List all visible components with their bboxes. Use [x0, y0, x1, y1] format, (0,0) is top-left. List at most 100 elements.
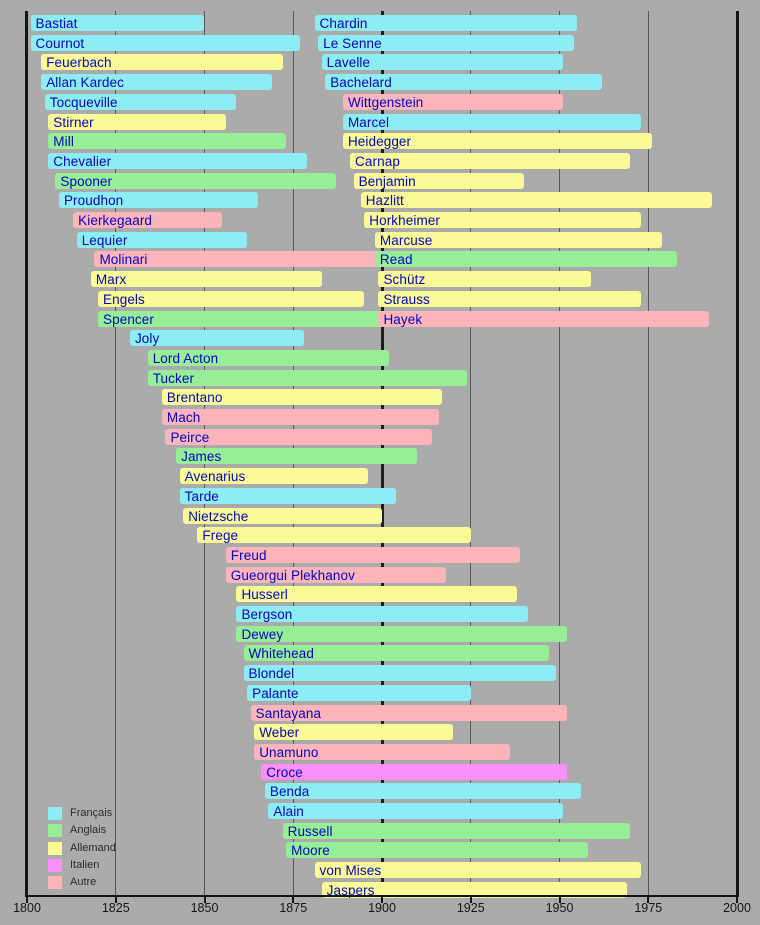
bar-label-hayek: Hayek — [383, 311, 423, 327]
bar-label-wittgenstein: Wittgenstein — [347, 94, 424, 110]
timeline-bar-nietzsche: Nietzsche — [183, 507, 382, 524]
axis-tick-1825 — [114, 896, 117, 903]
timeline-bar-james: James — [176, 448, 418, 465]
timeline-bar-alain: Alain — [268, 803, 564, 819]
bar-label-whitehead: Whitehead — [248, 646, 314, 662]
timeline-bar-chevalier: Chevalier — [48, 152, 308, 169]
timeline-bar-benjamin: Benjamin — [353, 172, 524, 189]
bar-label-chevalier: Chevalier — [53, 153, 112, 169]
axis-tick-1950 — [558, 896, 561, 903]
bar-label-chardin: Chardin — [319, 16, 368, 31]
timeline-bar-allan-kardec: Allan Kardec — [41, 74, 272, 91]
bar-label-marcel: Marcel — [347, 114, 390, 130]
bar-label-von-mises: von Mises — [319, 863, 382, 879]
bar-label-husserl: Husserl — [241, 587, 288, 603]
timeline-bar-marcuse: Marcuse — [374, 231, 663, 248]
bar-label-bergson: Bergson — [241, 607, 293, 622]
bar-label-moore: Moore — [291, 843, 330, 859]
legend-swatch-fran-ais — [48, 807, 62, 820]
bar-label-croce: Croce — [266, 764, 303, 780]
bar-label-tocqueville: Tocqueville — [49, 94, 118, 110]
timeline-bar-lequier: Lequier — [76, 231, 248, 248]
timeline-bar-carnap: Carnap — [350, 152, 631, 169]
bar-label-stirner: Stirner — [53, 114, 94, 130]
timeline-bar-marcel: Marcel — [342, 113, 642, 130]
legend-swatch-allemand — [48, 841, 62, 855]
timeline-bar-proudhon: Proudhon — [58, 192, 258, 209]
timeline-bar-heidegger: Heidegger — [342, 133, 652, 150]
timeline-bar-lord-acton: Lord Acton — [147, 349, 390, 366]
timeline-bar-joly: Joly — [129, 330, 304, 347]
axis-tick-2000 — [736, 896, 738, 903]
timeline-bar-weber: Weber — [254, 724, 453, 741]
bar-label-frege: Frege — [202, 528, 239, 544]
legend-swatch-anglais — [48, 824, 62, 838]
bar-label-heidegger: Heidegger — [347, 134, 412, 150]
timeline-bar-dewey: Dewey — [236, 625, 567, 642]
bar-label-spencer: Spencer — [103, 311, 154, 327]
bar-label-nietzsche: Nietzsche — [188, 508, 249, 524]
bar-label-weber: Weber — [259, 725, 300, 741]
bar-label-santayana: Santayana — [255, 705, 322, 721]
frame-left — [25, 11, 28, 895]
timeline-bar-croce: Croce — [261, 763, 567, 780]
axis-tick-1925 — [469, 896, 472, 903]
legend-label-fran-ais: Français — [70, 807, 113, 819]
bar-label-horkheimer: Horkheimer — [369, 213, 441, 228]
timeline-bar-bastiat: Bastiat — [30, 15, 205, 31]
timeline-bar-palante: Palante — [247, 684, 471, 701]
legend-swatch-autre — [48, 876, 62, 890]
timeline-bar-avenarius: Avenarius — [179, 468, 368, 485]
bar-label-lavelle: Lavelle — [326, 55, 371, 71]
bar-label-peirce: Peirce — [170, 429, 210, 445]
bar-label-avenarius: Avenarius — [184, 469, 246, 485]
bar-label-bachelard: Bachelard — [330, 75, 392, 91]
gridline-1825 — [115, 11, 117, 895]
timeline-bar-blondel: Blondel — [243, 665, 556, 682]
timeline-bar-stirner: Stirner — [48, 113, 226, 130]
timeline-bar-brentano: Brentano — [161, 389, 443, 406]
bar-label-jaspers: Jaspers — [326, 882, 375, 898]
timeline-bar-hayek: Hayek — [378, 310, 709, 327]
axis-tick-1875 — [292, 896, 295, 903]
timeline-bar-molinari: Molinari — [94, 251, 425, 268]
bar-label-cournot: Cournot — [35, 35, 85, 51]
bar-label-gueorgui-plekhanov: Gueorgui Plekhanov — [230, 567, 355, 583]
bar-label-mill: Mill — [53, 134, 74, 150]
gridline-1975 — [647, 11, 649, 895]
axis-tick-label-1850: 1850 — [190, 901, 219, 915]
bar-label-russell: Russell — [287, 823, 333, 839]
bar-label-bastiat: Bastiat — [35, 16, 78, 31]
timeline-bar-gueorgui-plekhanov: Gueorgui Plekhanov — [225, 566, 446, 583]
bar-label-marx: Marx — [95, 272, 127, 288]
timeline-bar-jaspers: Jaspers — [321, 881, 627, 898]
timeline-bar-unamuno: Unamuno — [254, 743, 510, 760]
bar-label-strauss: Strauss — [383, 291, 430, 307]
bar-label-engels: Engels — [103, 291, 145, 307]
bar-label-palante: Palante — [252, 685, 299, 701]
timeline-bar-strauss: Strauss — [378, 290, 642, 307]
timeline-bar-chardin: Chardin — [314, 15, 578, 31]
timeline-bar-moore: Moore — [286, 842, 588, 859]
timeline-bar-tarde: Tarde — [179, 487, 397, 504]
timeline-bar-von-mises: von Mises — [314, 862, 642, 879]
timeline-bar-frege: Frege — [197, 527, 471, 544]
bar-label-blondel: Blondel — [248, 666, 295, 682]
axis-tick-label-2000: 2000 — [723, 901, 751, 915]
timeline-bar-tucker: Tucker — [147, 369, 468, 386]
axis-tick-label-1825: 1825 — [101, 901, 130, 915]
timeline-bar-spooner: Spooner — [55, 172, 336, 189]
bar-label-carnap: Carnap — [355, 153, 400, 169]
axis-tick-1800 — [26, 896, 28, 903]
bar-label-freud: Freud — [230, 547, 267, 563]
bar-label-mach: Mach — [166, 410, 201, 425]
axis-tick-label-1975: 1975 — [634, 901, 663, 915]
bar-label-unamuno: Unamuno — [259, 744, 319, 760]
legend-label-allemand: Allemand — [70, 841, 116, 854]
timeline-bar-peirce: Peirce — [165, 428, 432, 445]
bar-label-dewey: Dewey — [241, 626, 284, 642]
timeline-bar-read: Read — [374, 251, 677, 268]
timeline-bar-husserl: Husserl — [236, 586, 517, 603]
